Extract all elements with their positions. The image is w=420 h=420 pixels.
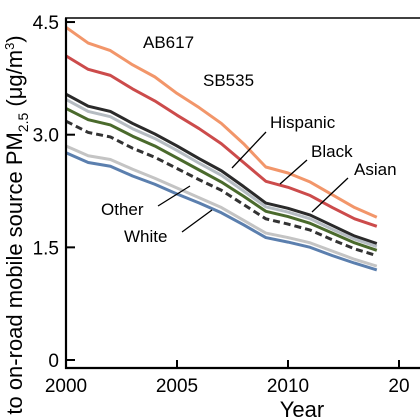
leader-hispanic xyxy=(231,131,267,169)
series-line-asian xyxy=(65,119,378,258)
series-line-ab617 xyxy=(65,26,378,219)
label-ab617: AB617 xyxy=(143,33,194,52)
axis-ticks: 2000 2005 2010 20 0 1.5 3.0 4.5 xyxy=(33,13,410,397)
series-line-white xyxy=(65,151,378,272)
leader-other xyxy=(157,185,191,207)
series-line-unlabeled-3 xyxy=(65,98,378,249)
y-axis-title-sub: 2.5 xyxy=(15,113,31,133)
y-tick-label: 0 xyxy=(48,351,59,372)
label-white: White xyxy=(124,227,167,246)
label-leaders xyxy=(157,131,349,233)
series-line-black xyxy=(65,107,378,252)
y-axis-title-unit: (μg/m xyxy=(2,50,27,113)
label-sb535: SB535 xyxy=(203,71,254,90)
y-axis-title: to on-road mobile source PM2.5 (μg/m3) xyxy=(2,35,31,414)
y-tick-label: 1.5 xyxy=(33,238,59,259)
x-tick-label: 2010 xyxy=(267,376,309,397)
label-asian: Asian xyxy=(354,160,397,179)
y-axis-title-main: to on-road mobile source PM xyxy=(2,132,27,414)
y-axis-title-unit-sup: 3 xyxy=(2,43,17,50)
x-tick-label: 20 xyxy=(388,376,409,397)
x-tick-label: 2000 xyxy=(45,376,87,397)
label-other: Other xyxy=(101,200,144,219)
y-tick-label: 4.5 xyxy=(33,13,59,34)
x-tick-label: 2005 xyxy=(156,376,198,397)
series-line-sb535 xyxy=(65,54,378,228)
leader-black xyxy=(279,159,308,185)
leader-asian xyxy=(311,177,349,213)
leader-white xyxy=(181,209,213,233)
label-hispanic: Hispanic xyxy=(270,113,336,132)
x-axis-title: Year xyxy=(280,397,324,420)
y-tick-label: 3.0 xyxy=(33,126,59,147)
label-black: Black xyxy=(311,142,353,161)
y-axis-title-unit-close: ) xyxy=(2,35,27,42)
series-lines xyxy=(65,26,378,272)
series-line-other xyxy=(65,144,378,268)
series-line-hispanic xyxy=(65,92,378,246)
